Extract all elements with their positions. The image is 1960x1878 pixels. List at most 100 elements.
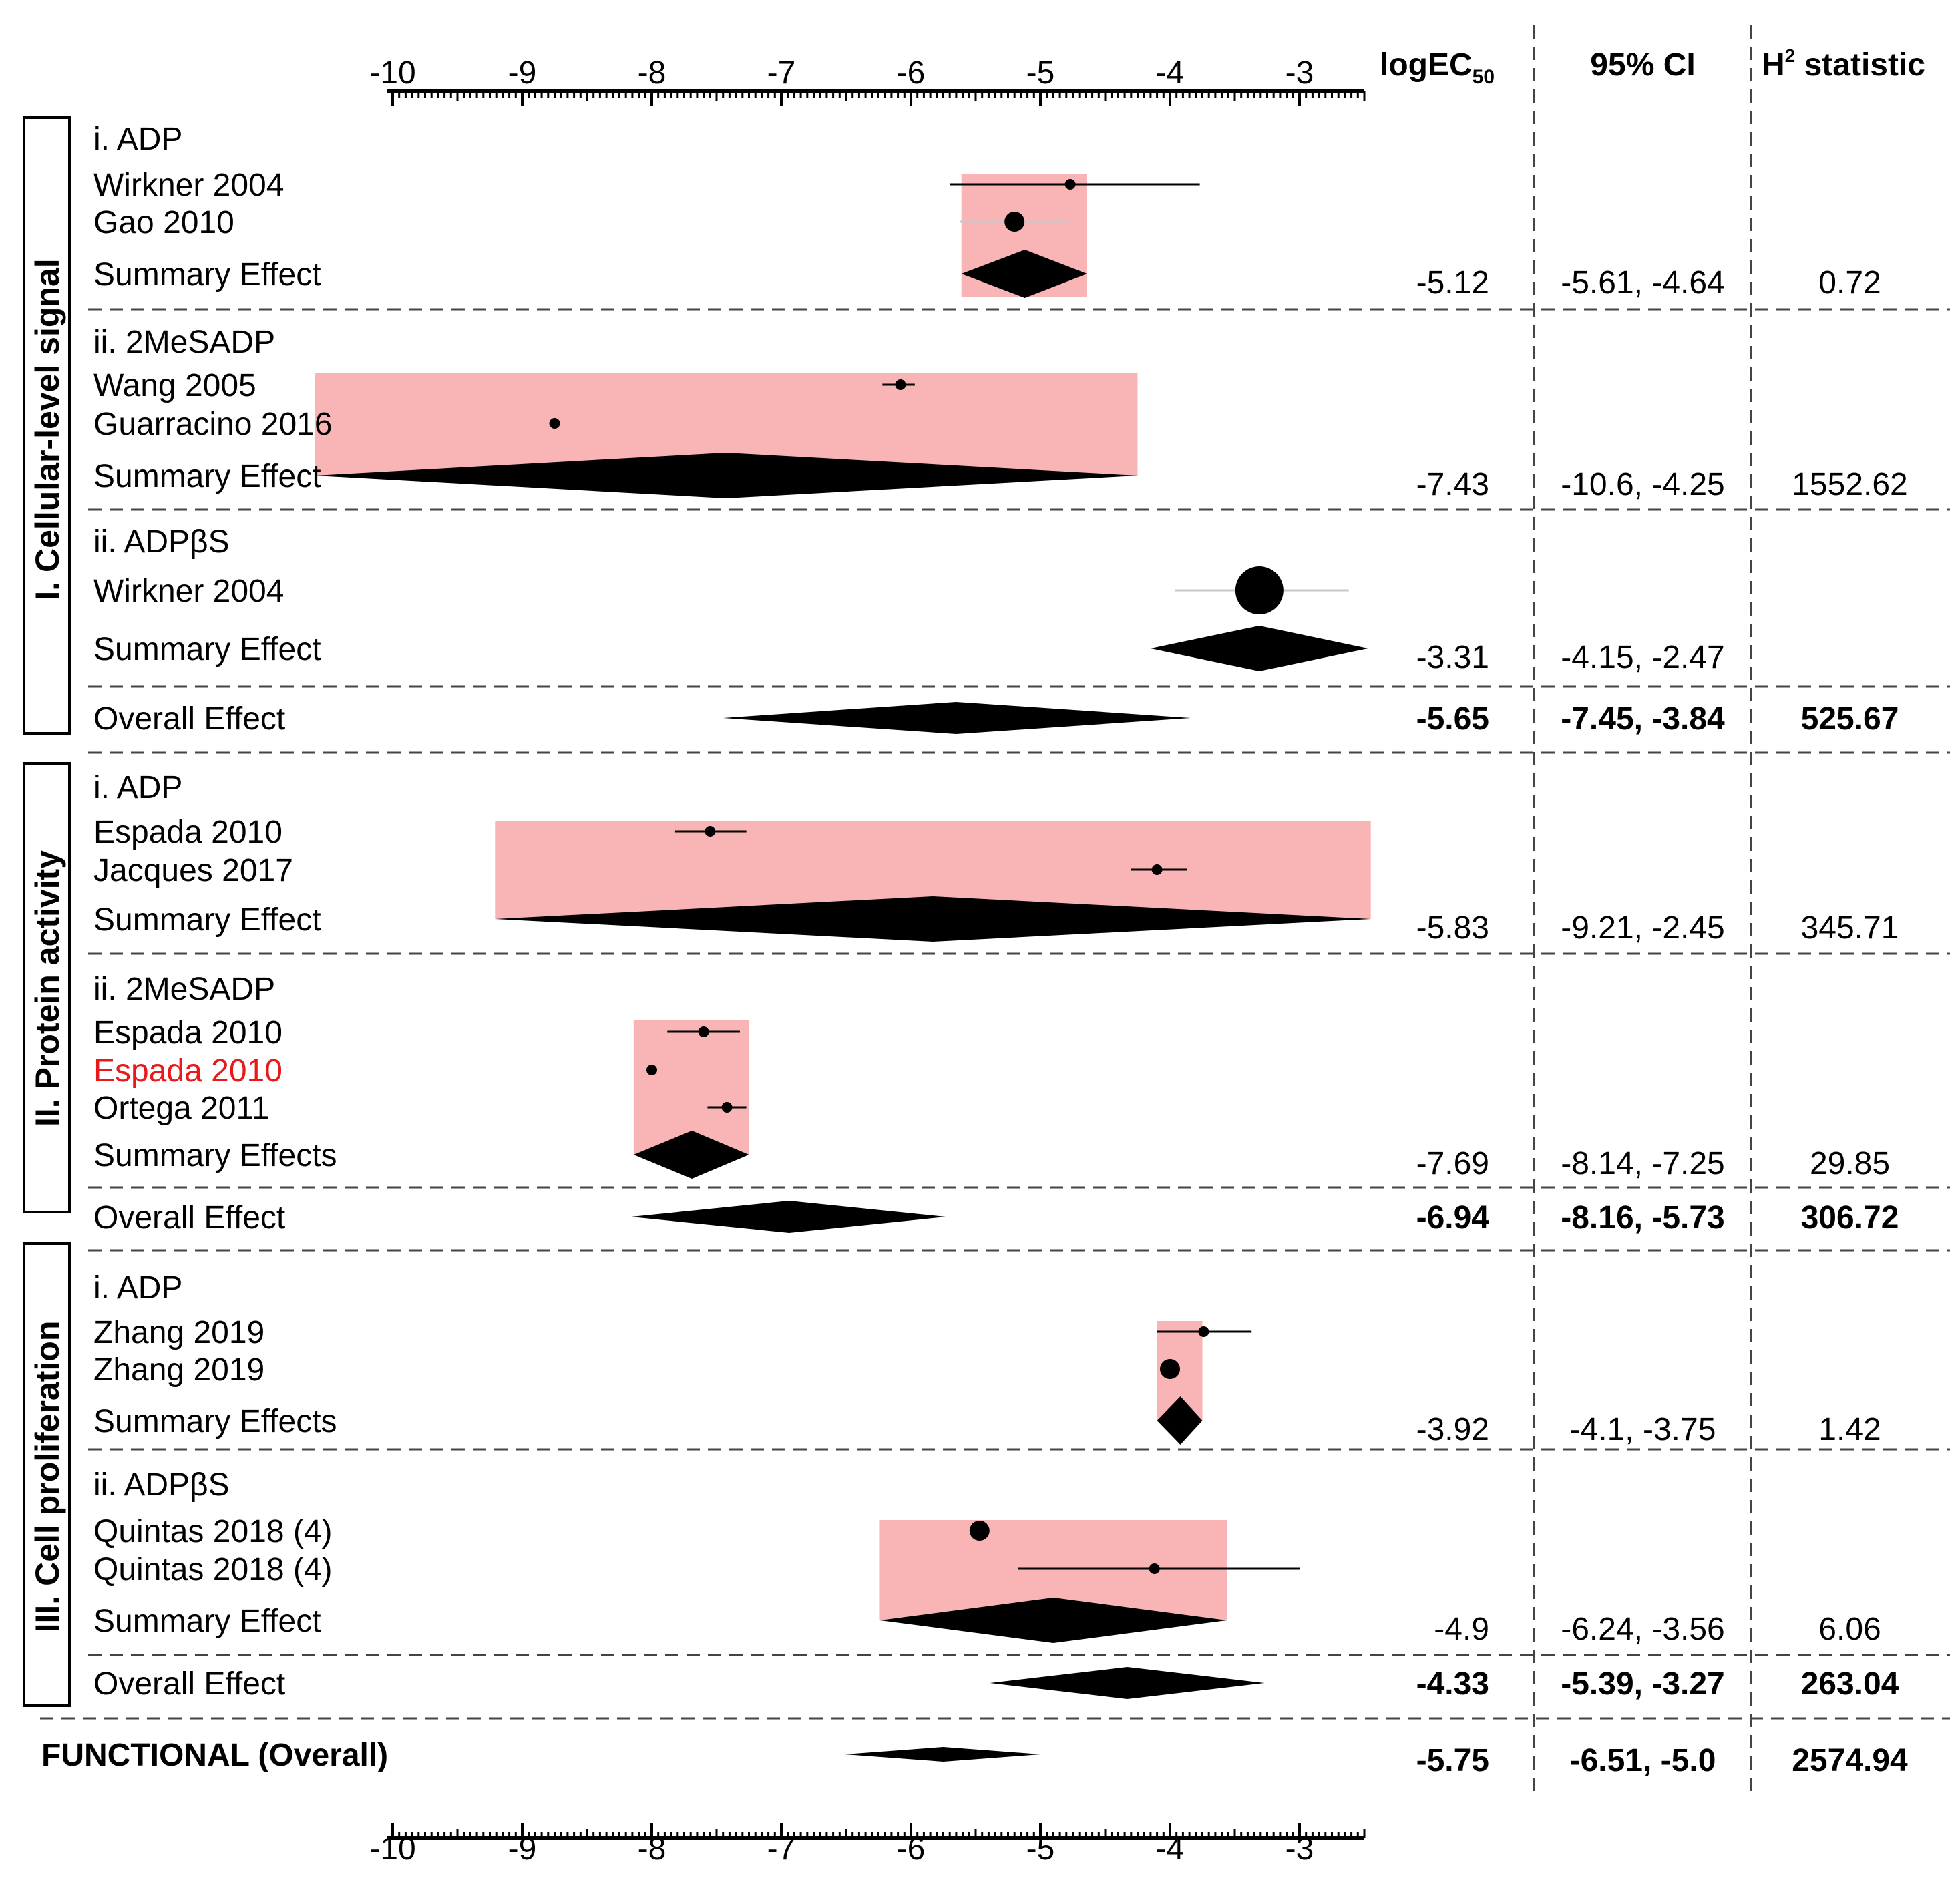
logec-value: -5.12 — [1416, 265, 1489, 301]
ci-value: -4.1, -3.75 — [1570, 1412, 1716, 1447]
group-header: ii. 2MeSADP — [93, 972, 275, 1007]
study-point — [698, 1026, 709, 1037]
bottom-axis: -10 -9 -8 -7 -6 -5 -4 -3 — [369, 1823, 1366, 1867]
study-label: Wang 2005 — [93, 368, 256, 403]
summary-label: Summary Effect — [93, 902, 321, 938]
forest-marks — [315, 174, 1371, 1762]
section-boxes — [23, 116, 71, 1707]
h2-value: 263.04 — [1801, 1666, 1899, 1702]
ci-value: -6.24, -3.56 — [1561, 1612, 1724, 1647]
axis-tick-label: -8 — [638, 1831, 666, 1867]
group-header: ii. ADPβS — [93, 1467, 230, 1503]
study-label: Quintas 2018 (4) — [93, 1552, 333, 1587]
h2-value: 0.72 — [1818, 265, 1881, 301]
ci-value: -4.15, -2.47 — [1561, 640, 1724, 675]
axis-tick-label: -7 — [767, 1831, 796, 1867]
section-box-protein — [23, 762, 71, 1213]
study-point — [1198, 1326, 1209, 1337]
section-box-cellular — [23, 116, 71, 735]
axis-tick-label: -6 — [897, 1831, 926, 1867]
group-header: i. ADP — [93, 770, 182, 805]
section-titles: I. Cellular-level signal II. Protein acti… — [29, 258, 66, 1632]
study-label: Ortega 2011 — [93, 1091, 269, 1126]
ci-value: -5.39, -3.27 — [1561, 1666, 1724, 1702]
group-header: ii. ADPβS — [93, 524, 230, 560]
study-point — [1151, 864, 1163, 875]
logec-value: -4.33 — [1416, 1666, 1489, 1702]
group-header: ii. 2MeSADP — [93, 325, 275, 360]
study-point — [705, 826, 716, 837]
study-point — [1004, 212, 1025, 232]
section-title: I. Cellular-level signal — [29, 258, 66, 600]
summary-label: Summary Effect — [93, 459, 321, 494]
h2-header: H2 statistic — [1762, 45, 1925, 83]
h2-value: 1.42 — [1818, 1412, 1881, 1447]
study-label: Espada 2010 — [93, 815, 282, 850]
axis-tick-label: -6 — [897, 55, 926, 91]
overall-label: Overall Effect — [93, 1200, 285, 1236]
axis-tick-label: -5 — [1026, 55, 1055, 91]
study-point — [1149, 1563, 1160, 1574]
logec-value: -4.9 — [1434, 1612, 1489, 1647]
h2-value: 29.85 — [1810, 1146, 1890, 1181]
grand-overall-diamond — [845, 1747, 1040, 1762]
axis-tick-label: -10 — [369, 55, 415, 91]
summary-diamond — [1157, 1396, 1203, 1445]
ci-value: -6.51, -5.0 — [1570, 1743, 1716, 1778]
summary-label: Summary Effect — [93, 632, 321, 667]
study-label: Espada 2010 — [93, 1053, 282, 1089]
h2-value: 1552.62 — [1792, 467, 1908, 502]
overall-diamond — [630, 1201, 946, 1233]
group-header: i. ADP — [93, 1270, 182, 1306]
ci-value: -9.21, -2.45 — [1561, 910, 1724, 946]
axis-tick-label: -8 — [638, 55, 666, 91]
axis-tick-label: -3 — [1286, 55, 1314, 91]
study-label: Wirkner 2004 — [93, 168, 284, 203]
summary-diamond — [315, 453, 1138, 498]
study-point — [1064, 179, 1076, 190]
summary-label: Summary Effects — [93, 1138, 337, 1173]
ci-value: -10.6, -4.25 — [1561, 467, 1724, 502]
study-point — [895, 379, 906, 390]
overall-diamond — [990, 1667, 1265, 1699]
ci-value: -5.61, -4.64 — [1561, 265, 1724, 301]
summary-label: Summary Effects — [93, 1404, 337, 1439]
study-point — [549, 418, 560, 429]
h2-value: 2574.94 — [1792, 1743, 1908, 1778]
ci-value: -8.16, -5.73 — [1561, 1200, 1724, 1236]
summary-diamond — [633, 1131, 749, 1179]
section-box-proliferation — [23, 1242, 71, 1707]
h2-value: 6.06 — [1818, 1612, 1881, 1647]
ci-value: -7.45, -3.84 — [1561, 701, 1725, 737]
summary-diamond — [879, 1598, 1227, 1643]
study-label: Zhang 2019 — [93, 1352, 264, 1388]
logec-value: -5.83 — [1416, 910, 1489, 946]
study-label: Quintas 2018 (4) — [93, 1514, 333, 1549]
summary-diamond — [961, 250, 1087, 298]
axis-tick-label: -4 — [1156, 1831, 1185, 1867]
axis-tick-label: -9 — [508, 55, 537, 91]
logec-value: -7.43 — [1416, 467, 1489, 502]
study-point — [1160, 1359, 1180, 1379]
study-point — [646, 1065, 657, 1075]
section-title: II. Protein activity — [29, 850, 66, 1127]
study-point — [1235, 566, 1284, 614]
frame-lines — [40, 25, 1950, 1797]
axis-tick-label: -3 — [1286, 1831, 1314, 1867]
axis-tick-label: -4 — [1156, 55, 1185, 91]
axis-tick-label: -10 — [369, 1831, 415, 1867]
value-columns: -5.12 -5.61, -4.64 0.72 -7.43 -10.6, -4.25 15… — [1416, 265, 1908, 1778]
logec-value: -7.69 — [1416, 1146, 1489, 1181]
section-title: III. Cell proliferation — [29, 1321, 66, 1633]
h2-value: 306.72 — [1801, 1200, 1899, 1236]
group-header: i. ADP — [93, 122, 182, 157]
summary-diamond — [495, 896, 1371, 942]
logec-header: logEC50 — [1380, 47, 1495, 88]
study-label: Gao 2010 — [93, 205, 234, 240]
overall-diamond — [723, 702, 1191, 734]
axis-tick-label: -9 — [508, 1831, 537, 1867]
summary-label: Summary Effect — [93, 1604, 321, 1639]
study-label: Wirkner 2004 — [93, 574, 284, 609]
